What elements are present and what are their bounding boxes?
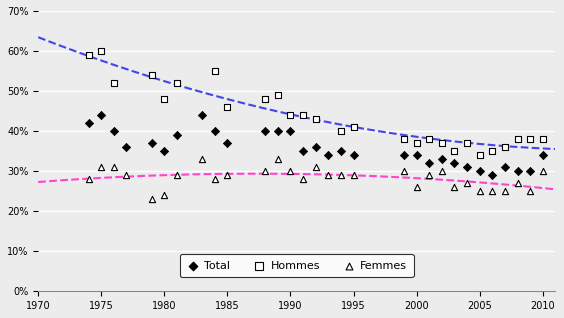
Hommes	[210, 68, 219, 73]
Total	[437, 156, 446, 162]
Total	[210, 128, 219, 134]
Femmes	[324, 173, 333, 178]
Femmes	[298, 176, 307, 182]
Total	[298, 149, 307, 154]
Hommes	[223, 105, 232, 110]
Hommes	[84, 52, 93, 58]
Hommes	[286, 113, 295, 118]
Total	[147, 141, 156, 146]
Total	[160, 149, 169, 154]
Legend: Total, Hommes, Femmes: Total, Hommes, Femmes	[180, 254, 413, 277]
Total	[173, 133, 182, 138]
Femmes	[261, 169, 270, 174]
Femmes	[425, 173, 434, 178]
Total	[475, 169, 484, 174]
Total	[349, 153, 358, 158]
Total	[526, 169, 535, 174]
Femmes	[513, 181, 522, 186]
Femmes	[84, 176, 93, 182]
Hommes	[488, 149, 497, 154]
Hommes	[109, 80, 118, 86]
Femmes	[223, 173, 232, 178]
Femmes	[274, 156, 283, 162]
Total	[462, 165, 472, 170]
Hommes	[412, 141, 421, 146]
Femmes	[210, 176, 219, 182]
Hommes	[513, 136, 522, 142]
Femmes	[500, 189, 509, 194]
Total	[500, 165, 509, 170]
Femmes	[475, 189, 484, 194]
Hommes	[425, 136, 434, 142]
Femmes	[412, 185, 421, 190]
Femmes	[349, 173, 358, 178]
Femmes	[450, 185, 459, 190]
Hommes	[261, 97, 270, 102]
Hommes	[173, 80, 182, 86]
Total	[197, 113, 206, 118]
Hommes	[450, 149, 459, 154]
Total	[261, 128, 270, 134]
Hommes	[437, 141, 446, 146]
Hommes	[160, 97, 169, 102]
Total	[274, 128, 283, 134]
Total	[412, 153, 421, 158]
Hommes	[462, 141, 472, 146]
Hommes	[311, 117, 320, 122]
Femmes	[197, 156, 206, 162]
Femmes	[488, 189, 497, 194]
Hommes	[526, 136, 535, 142]
Total	[286, 128, 295, 134]
Total	[488, 173, 497, 178]
Total	[84, 121, 93, 126]
Total	[450, 161, 459, 166]
Femmes	[97, 165, 106, 170]
Hommes	[97, 48, 106, 53]
Hommes	[500, 145, 509, 150]
Femmes	[109, 165, 118, 170]
Total	[223, 141, 232, 146]
Total	[122, 145, 131, 150]
Femmes	[526, 189, 535, 194]
Hommes	[274, 93, 283, 98]
Femmes	[311, 165, 320, 170]
Hommes	[475, 153, 484, 158]
Total	[425, 161, 434, 166]
Femmes	[337, 173, 346, 178]
Hommes	[349, 125, 358, 130]
Femmes	[399, 169, 408, 174]
Total	[97, 113, 106, 118]
Total	[538, 153, 547, 158]
Total	[399, 153, 408, 158]
Femmes	[160, 193, 169, 198]
Hommes	[298, 113, 307, 118]
Femmes	[147, 197, 156, 202]
Hommes	[399, 136, 408, 142]
Femmes	[173, 173, 182, 178]
Femmes	[538, 169, 547, 174]
Hommes	[147, 73, 156, 78]
Femmes	[437, 169, 446, 174]
Femmes	[286, 169, 295, 174]
Hommes	[538, 136, 547, 142]
Total	[337, 149, 346, 154]
Femmes	[462, 181, 472, 186]
Total	[324, 153, 333, 158]
Hommes	[337, 128, 346, 134]
Total	[109, 128, 118, 134]
Total	[311, 145, 320, 150]
Femmes	[122, 173, 131, 178]
Total	[513, 169, 522, 174]
